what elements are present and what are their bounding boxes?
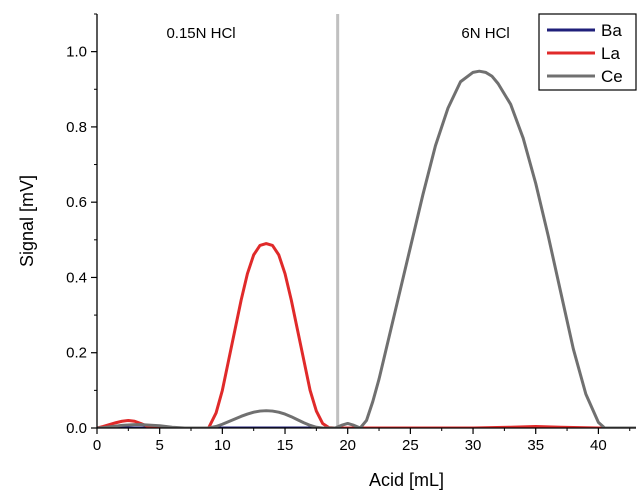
x-tick-label: 40 [590,437,607,454]
annotations: 0.15N HCl 6N HCl [166,25,509,42]
x-tick-label: 15 [277,437,294,454]
x-tick-label: 30 [465,437,482,454]
series-line-ce [97,69,636,428]
y-tick-label: 0.6 [66,194,87,211]
y-tick-label: 0.4 [66,269,87,286]
region-label: 6N HCl [461,25,509,42]
y-axis-label: Signal [mV] [17,175,37,267]
x-axis-label: Acid [mL] [369,470,444,490]
y-tick-label: 1.0 [66,44,87,61]
legend-label: Ce [601,67,623,86]
axes: 0 5 10 15 20 25 30 35 40 0.0 0.2 0.4 0.6 0.8 1.0 Acid [… [17,13,636,490]
legend-label: La [601,44,620,63]
x-tick-label: 0 [93,437,101,454]
series-line-la [97,242,636,428]
x-tick-label: 25 [402,437,419,454]
x-tick-label: 35 [527,437,544,454]
legend-label: Ba [601,21,622,40]
legend: Ba La Ce [538,13,637,91]
x-tick-label: 20 [339,437,356,454]
y-tick-label: 0.8 [66,119,87,136]
y-tick-label: 0.2 [66,345,87,362]
y-tick-label: 0.0 [66,420,87,437]
x-tick-label: 10 [214,437,231,454]
x-tick-label: 5 [156,437,164,454]
region-label: 0.15N HCl [166,25,235,42]
series-layer [97,14,636,428]
